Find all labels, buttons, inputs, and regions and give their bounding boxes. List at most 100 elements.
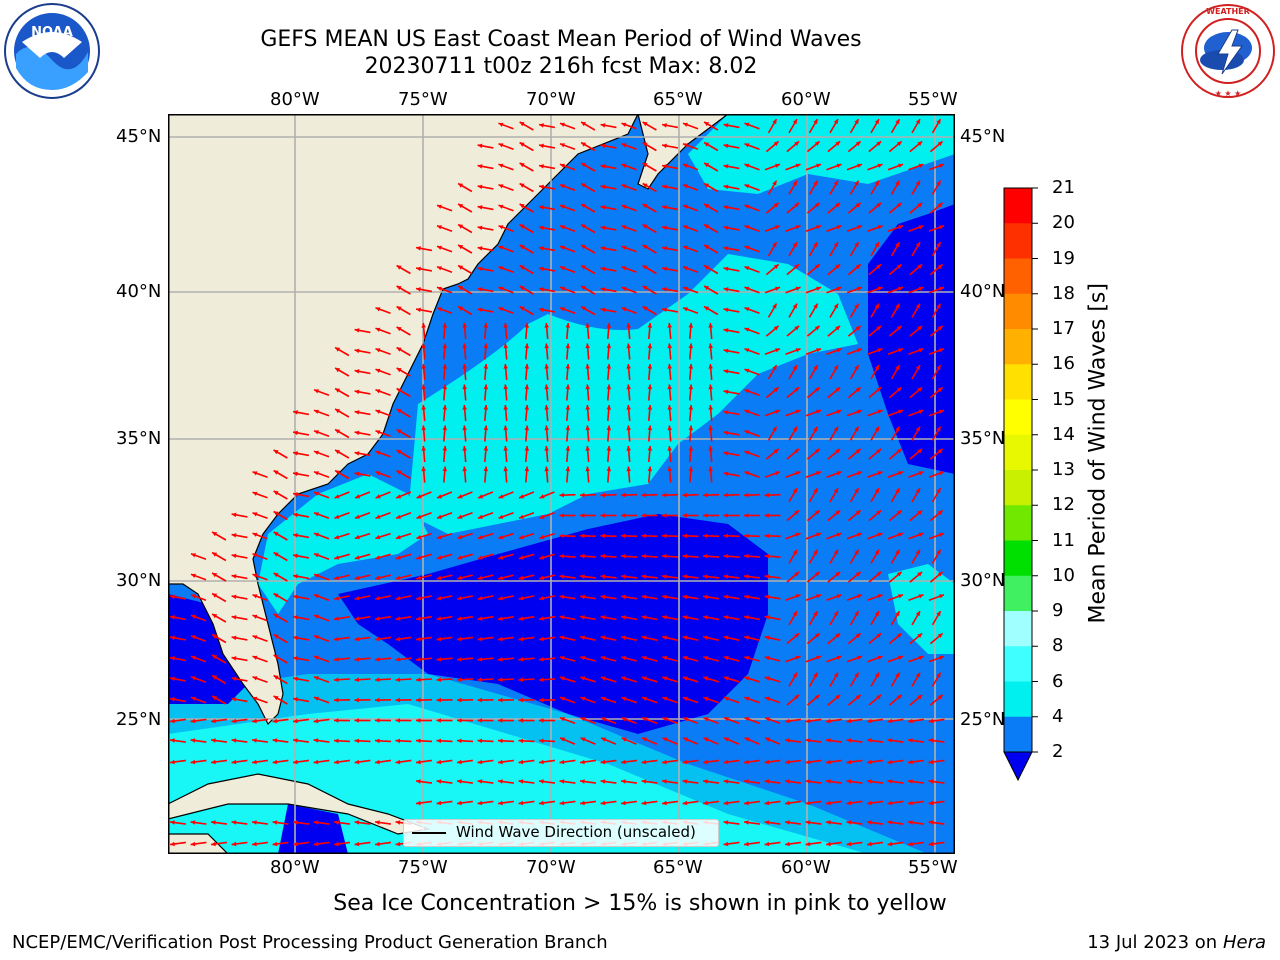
wave-direction-arrow — [703, 696, 719, 704]
wave-direction-arrow — [744, 676, 760, 683]
nws-logo: WEATHER ★ ★ ★ — [1181, 4, 1275, 98]
wave-direction-arrow — [682, 737, 699, 745]
wave-direction-arrow — [600, 737, 617, 745]
wave-direction-arrow — [788, 549, 798, 564]
wave-direction-arrow — [606, 466, 612, 483]
wave-direction-arrow — [867, 471, 883, 478]
wave-direction-arrow — [524, 322, 530, 340]
wave-direction-arrow — [805, 225, 822, 232]
wave-direction-arrow — [723, 164, 740, 170]
wave-direction-arrow — [661, 800, 679, 806]
wave-direction-arrow — [333, 759, 351, 765]
wave-direction-arrow — [723, 655, 740, 662]
graticule — [168, 114, 955, 854]
wave-direction-arrow — [888, 571, 903, 583]
wave-direction-arrow — [559, 225, 576, 232]
wave-direction-arrow — [866, 759, 884, 765]
wave-direction-arrow — [928, 718, 945, 724]
wave-direction-arrow — [662, 513, 678, 518]
wave-direction-arrow — [931, 180, 942, 195]
lat-tick-right-30: 30°N — [960, 570, 1006, 591]
wave-direction-arrow — [498, 266, 514, 273]
wave-direction-arrow — [866, 718, 884, 724]
wave-direction-arrow — [273, 572, 288, 582]
wave-direction-arrow — [846, 532, 863, 540]
wave-direction-arrow — [313, 430, 330, 437]
wave-direction-arrow — [395, 759, 412, 765]
wave-direction-arrow — [375, 368, 391, 376]
wave-direction-arrow — [827, 386, 841, 399]
wave-direction-arrow — [870, 241, 880, 257]
wave-direction-arrow — [703, 285, 719, 295]
wave-direction-arrow — [888, 632, 903, 645]
wave-direction-arrow — [375, 389, 391, 396]
wave-direction-arrow — [395, 718, 412, 723]
wave-direction-arrow — [585, 343, 590, 360]
wave-direction-arrow — [647, 343, 653, 360]
wave-direction-arrow — [641, 574, 658, 579]
wave-direction-arrow — [396, 326, 411, 336]
wave-direction-arrow — [354, 512, 371, 519]
wave-direction-arrow — [849, 487, 860, 503]
wave-direction-arrow — [743, 554, 761, 559]
wave-direction-arrow — [806, 263, 821, 276]
wave-direction-arrow — [808, 241, 819, 257]
lon-tick-top-70: 70°W — [526, 89, 576, 110]
wave-direction-arrow — [354, 553, 371, 560]
wave-direction-arrow — [931, 487, 942, 503]
wave-direction-arrow — [273, 449, 288, 459]
wave-direction-arrow — [703, 513, 719, 518]
wave-direction-arrow — [764, 286, 781, 294]
wave-direction-arrow — [723, 737, 740, 745]
wave-direction-arrow — [929, 325, 944, 337]
wave-direction-arrow — [334, 532, 350, 540]
wave-direction-arrow — [415, 738, 433, 744]
wave-direction-arrow — [190, 655, 207, 663]
wave-direction-arrow — [888, 694, 903, 706]
wave-direction-arrow — [928, 348, 945, 355]
wave-direction-arrow — [436, 779, 453, 784]
wave-direction-arrow — [539, 595, 555, 601]
wave-direction-arrow — [579, 533, 597, 539]
wave-direction-arrow — [415, 636, 433, 642]
wave-direction-arrow — [600, 655, 617, 662]
wave-direction-arrow — [503, 384, 508, 401]
wave-direction-arrow — [585, 466, 590, 483]
wave-direction-arrow — [784, 779, 802, 784]
wave-direction-arrow — [292, 615, 310, 621]
wave-direction-arrow — [600, 800, 617, 806]
wave-direction-arrow — [190, 614, 207, 622]
wave-direction-arrow — [682, 204, 699, 212]
wave-direction-arrow — [518, 738, 535, 744]
wave-direction-arrow — [354, 369, 371, 375]
wave-direction-arrow — [436, 245, 453, 253]
wave-direction-arrow — [456, 779, 474, 784]
colorbar-tick-label: 12 — [1052, 494, 1075, 516]
footer-machine: Hera — [1222, 932, 1266, 953]
wave-direction-arrow — [826, 225, 842, 232]
wave-direction-arrow — [559, 635, 576, 641]
wave-direction-arrow — [442, 466, 448, 483]
colorbar-tick-label: 16 — [1052, 353, 1075, 375]
wave-direction-arrow — [231, 594, 248, 600]
wave-direction-arrow — [827, 202, 841, 214]
wave-direction-arrow — [928, 594, 945, 601]
wave-direction-arrow — [647, 425, 653, 442]
wave-direction-arrow — [931, 303, 942, 318]
wave-direction-arrow — [169, 718, 187, 724]
wave-direction-arrow — [744, 204, 760, 212]
wave-direction-arrow — [620, 492, 638, 498]
wave-direction-arrow — [703, 737, 719, 745]
legend-label: Wind Wave Direction (unscaled) — [456, 823, 696, 841]
wave-direction-arrow — [231, 738, 248, 743]
wave-direction-arrow — [887, 655, 904, 663]
wave-direction-arrow — [682, 245, 699, 253]
colorbar-tick-label: 13 — [1052, 459, 1075, 480]
wave-direction-arrow — [786, 263, 800, 276]
wave-direction-arrow — [375, 512, 391, 519]
wave-direction-arrow — [661, 533, 679, 539]
lon-tick-top-65: 65°W — [653, 89, 703, 110]
wave-direction-arrow — [641, 655, 658, 662]
wave-direction-arrow — [395, 553, 412, 560]
wave-direction-arrow — [375, 471, 391, 478]
